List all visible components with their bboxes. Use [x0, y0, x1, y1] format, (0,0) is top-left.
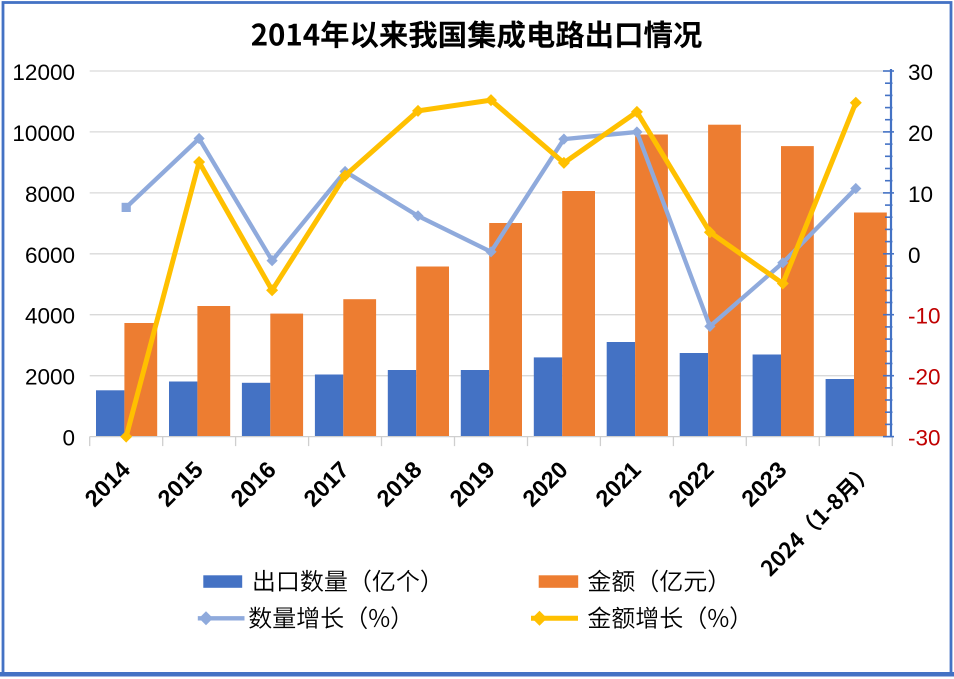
svg-text:4000: 4000 — [25, 304, 75, 329]
svg-text:0: 0 — [62, 426, 75, 451]
svg-text:8000: 8000 — [25, 182, 75, 207]
svg-text:20: 20 — [908, 121, 933, 146]
svg-text:2000: 2000 — [25, 365, 75, 390]
svg-text:-10: -10 — [908, 304, 941, 329]
svg-text:0: 0 — [908, 243, 921, 268]
svg-text:-30: -30 — [908, 426, 941, 451]
svg-text:10000: 10000 — [12, 121, 75, 146]
svg-text:30: 30 — [908, 60, 933, 85]
svg-text:12000: 12000 — [12, 60, 75, 85]
svg-text:-20: -20 — [908, 365, 941, 390]
svg-text:10: 10 — [908, 182, 933, 207]
svg-text:6000: 6000 — [25, 243, 75, 268]
